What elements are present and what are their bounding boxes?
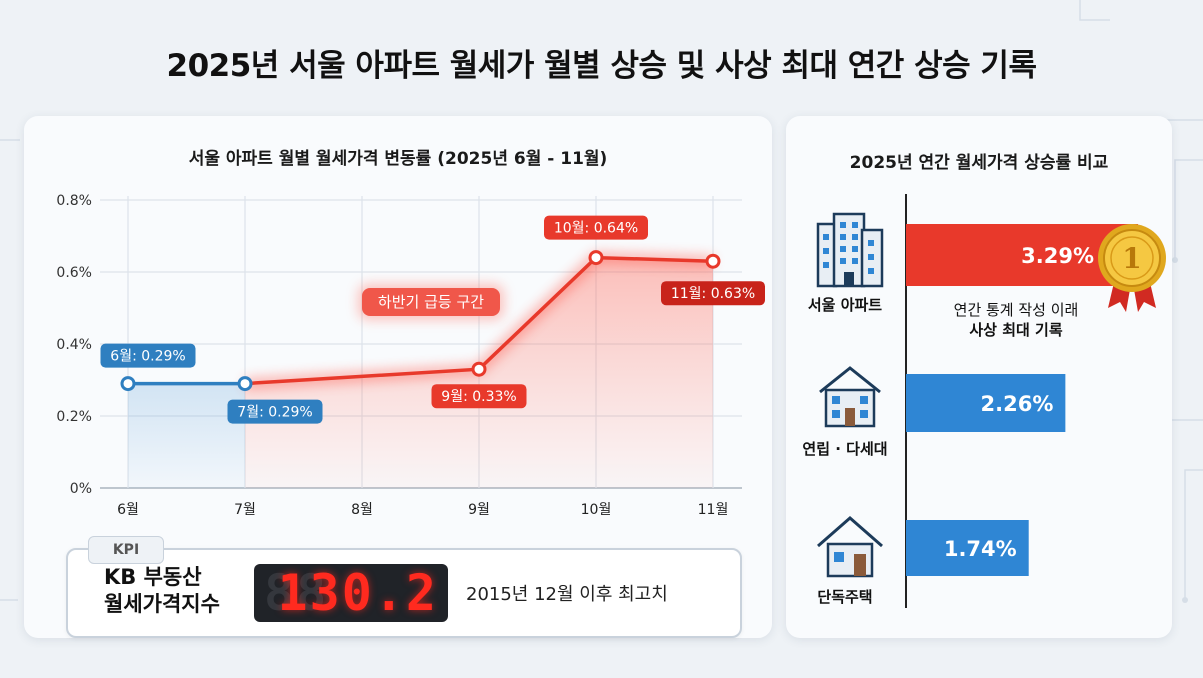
category-rowhouse: 연립 · 다세대: [802, 440, 888, 458]
record-note-line1: 연간 통계 작성 이래: [953, 301, 1079, 319]
y-tick-label: 0.2%: [56, 409, 92, 425]
data-label-1: 7월: 0.29%: [227, 399, 323, 424]
y-tick-label: 0.4%: [56, 337, 92, 353]
kpi-label-line1: KB 부동산: [104, 565, 202, 589]
data-label-0: 6월: 0.29%: [100, 343, 196, 368]
bar-1: [906, 374, 1066, 432]
data-label-0-text: 6월: 0.29%: [110, 349, 185, 365]
y-tick-label: 0%: [70, 481, 92, 497]
blue-area-fill: [128, 383, 245, 488]
bar-value-label-0: 3.29%: [1021, 244, 1094, 268]
kpi-note: 2015년 12월 이후 최고치: [466, 584, 668, 605]
kpi-label-line2: 월세가격지수: [104, 592, 220, 616]
category-seoul-apartment: 서울 아파트: [807, 296, 883, 314]
data-label-3-text: 9월: 0.33%: [441, 389, 516, 405]
kpi-digital-display: 88 130.2: [254, 564, 448, 622]
bar-value-label-1: 2.26%: [981, 392, 1054, 416]
kpi-box: [66, 548, 742, 638]
data-point: [120, 376, 136, 392]
data-point: [237, 376, 253, 392]
x-tick-label: 7월: [234, 502, 256, 518]
line-chart-title: 서울 아파트 월별 월세가격 변동률 (2025년 6월 - 11월): [188, 149, 608, 169]
x-tick-label: 8월: [351, 502, 373, 518]
main-title: 2025년 서울 아파트 월세가 월별 상승 및 사상 최대 연간 상승 기록: [166, 48, 1037, 84]
kpi-label: KB 부동산 월세가격지수: [104, 564, 220, 618]
bar-value-label-2: 1.74%: [944, 537, 1017, 561]
detached-house-icon: [817, 516, 883, 578]
data-point: [471, 361, 487, 377]
y-tick-label: 0.8%: [56, 193, 92, 209]
data-label-1-text: 7월: 0.29%: [237, 405, 312, 421]
medal-number: 1: [1122, 242, 1141, 275]
y-tick-label: 0.6%: [56, 265, 92, 281]
red-series-line: [244, 255, 714, 386]
data-label-5: 11월: 0.63%: [661, 281, 765, 306]
record-note-line2: 사상 최대 기록: [969, 321, 1063, 339]
x-tick-label: 9월: [468, 502, 490, 518]
category-detached-house: 단독주택: [817, 588, 873, 606]
kpi-ghost-digits: 88: [264, 564, 329, 622]
data-label-4: 10월: 0.64%: [544, 215, 648, 240]
bar-2: [906, 520, 1029, 576]
x-tick-label: 6월: [117, 502, 139, 518]
gold-medal-icon: 1: [1098, 224, 1166, 312]
data-label-5-text: 11월: 0.63%: [671, 286, 755, 302]
surge-annotation-text: 하반기 급등 구간: [378, 293, 484, 311]
data-label-4-text: 10월: 0.64%: [554, 221, 638, 237]
kpi-tag: KPI: [88, 536, 164, 564]
apartment-building-icon: [816, 212, 884, 288]
bar-chart-title: 2025년 연간 월세가격 상승률 비교: [849, 153, 1109, 173]
x-tick-label: 11월: [698, 502, 729, 518]
surge-annotation: 하반기 급등 구간: [358, 284, 504, 320]
data-point: [705, 253, 721, 269]
data-point: [588, 250, 604, 266]
kpi-value: 130.2: [277, 564, 438, 622]
record-note: 연간 통계 작성 이래 사상 최대 기록: [916, 300, 1116, 340]
x-tick-label: 10월: [581, 502, 612, 518]
row-house-icon: [819, 366, 881, 428]
data-label-3: 9월: 0.33%: [431, 384, 527, 409]
